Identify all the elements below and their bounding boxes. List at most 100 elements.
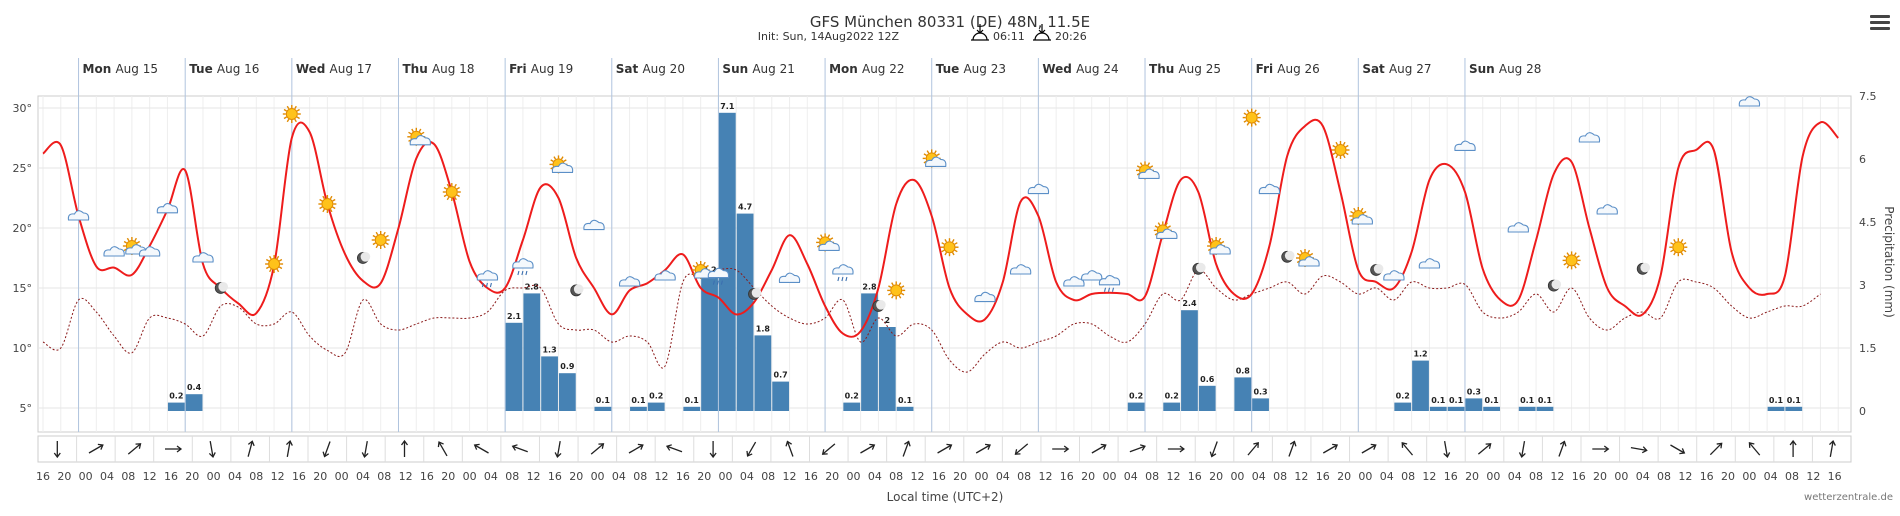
sun-ray bbox=[1576, 262, 1580, 266]
wind-head bbox=[361, 452, 369, 458]
hour-tick-label: 00 bbox=[1102, 470, 1116, 483]
wind-head bbox=[1014, 449, 1021, 455]
rain-drop bbox=[720, 280, 723, 285]
sun-ray bbox=[1345, 152, 1349, 156]
wind-shaft bbox=[323, 441, 331, 457]
wind-arrow-icon bbox=[1518, 441, 1526, 458]
hour-tick-label: 12 bbox=[1294, 470, 1308, 483]
cloud-shape bbox=[103, 246, 125, 257]
sun-ray bbox=[819, 234, 823, 238]
moon-icon bbox=[1547, 279, 1562, 292]
precip-bar bbox=[1429, 406, 1447, 411]
wind-arrow-icon bbox=[937, 443, 953, 454]
wind-arrow-icon bbox=[88, 443, 104, 454]
wind-arrow-icon bbox=[1322, 443, 1339, 454]
sun-icon bbox=[371, 231, 390, 249]
sun-ray bbox=[1254, 109, 1257, 113]
hour-tick-label: 20 bbox=[1337, 470, 1351, 483]
wind-shaft bbox=[1521, 441, 1526, 457]
hour-tick-label: 08 bbox=[1785, 470, 1799, 483]
precip-bar bbox=[1198, 385, 1216, 411]
wind-head bbox=[437, 441, 444, 448]
sun-ray bbox=[1670, 242, 1674, 245]
cloud-rain-icon bbox=[832, 264, 854, 282]
sun-ray bbox=[126, 237, 130, 242]
wind-shaft bbox=[88, 444, 104, 454]
wind-arrow-icon bbox=[1789, 439, 1797, 457]
sun-ray bbox=[322, 208, 326, 213]
sun-ray bbox=[1345, 144, 1349, 148]
sun-ray bbox=[443, 186, 447, 190]
wind-arrow-icon bbox=[746, 441, 757, 457]
menu-button[interactable] bbox=[1868, 12, 1892, 34]
sun-disc bbox=[1565, 254, 1578, 267]
sun-ray bbox=[1353, 207, 1356, 212]
sun-ray bbox=[1218, 237, 1222, 242]
sun-ray bbox=[829, 237, 834, 241]
wind-shaft bbox=[975, 444, 991, 454]
y-left-tick-label: 5° bbox=[20, 402, 33, 415]
cloud-shape bbox=[778, 272, 801, 283]
wind-row bbox=[37, 435, 1852, 463]
precip-bar bbox=[1127, 402, 1145, 411]
cloud-icon bbox=[974, 291, 996, 303]
wind-shaft bbox=[1670, 444, 1685, 454]
sun-ray bbox=[332, 198, 336, 202]
cloud-icon bbox=[1063, 276, 1085, 287]
moon-shadow bbox=[1373, 264, 1384, 274]
sun-ray bbox=[322, 195, 326, 200]
sun-ray bbox=[385, 242, 389, 246]
wind-arrow-icon bbox=[709, 441, 717, 459]
sun-ray bbox=[1566, 252, 1570, 256]
wind-shaft bbox=[1630, 446, 1647, 452]
moon-shadow bbox=[876, 300, 886, 310]
chart-init: Init: Sun, 14Aug2022 12Z bbox=[758, 30, 900, 43]
cloud-shape bbox=[1009, 264, 1032, 275]
precip-value-label: 1.3 bbox=[542, 345, 556, 354]
rain-drop bbox=[716, 280, 719, 285]
wind-shaft bbox=[286, 441, 291, 457]
day-label: Mon Aug 15 bbox=[83, 62, 158, 76]
precip-bar bbox=[1465, 398, 1483, 411]
wind-head bbox=[554, 452, 562, 458]
sun-icon bbox=[282, 105, 301, 123]
precip-bar bbox=[1767, 406, 1785, 411]
wind-arrow-icon bbox=[1014, 443, 1029, 455]
hour-tick-label: 08 bbox=[505, 470, 519, 483]
precip-bar bbox=[1234, 377, 1252, 411]
hour-tick-label: 20 bbox=[185, 470, 199, 483]
cloud-shape bbox=[476, 270, 499, 281]
wind-head bbox=[1139, 444, 1146, 451]
hour-tick-label: 20 bbox=[1593, 470, 1607, 483]
cloud-icon bbox=[778, 272, 801, 283]
wind-arrow-icon bbox=[1247, 442, 1259, 456]
wind-shaft bbox=[1829, 441, 1834, 457]
sun-ray bbox=[553, 156, 557, 160]
precip-value-label: 2.8 bbox=[862, 282, 877, 291]
hour-tick-label: 12 bbox=[1550, 470, 1564, 483]
sun-ray bbox=[1683, 249, 1687, 253]
hour-tick-label: 00 bbox=[974, 470, 988, 483]
wind-arrow-icon bbox=[473, 443, 489, 454]
sun-ray bbox=[319, 198, 323, 202]
wind-shaft bbox=[1477, 443, 1492, 455]
sun-ray bbox=[1309, 252, 1314, 256]
hour-tick-label: 20 bbox=[953, 470, 967, 483]
wind-head bbox=[1179, 445, 1185, 453]
sun-cloud-icon bbox=[549, 155, 574, 174]
sun-cloud-icon bbox=[1207, 237, 1231, 255]
hour-tick-label: 16 bbox=[1572, 470, 1586, 483]
sun-ray bbox=[1296, 252, 1301, 256]
sun-ray bbox=[944, 252, 948, 256]
hour-tick-label: 08 bbox=[1017, 470, 1031, 483]
wind-shaft bbox=[512, 445, 528, 453]
sun-icon bbox=[1562, 251, 1581, 270]
sun-icon bbox=[940, 238, 959, 257]
precip-value-label: 0.2 bbox=[169, 392, 183, 401]
sun-ray bbox=[454, 196, 457, 201]
sun-ray bbox=[936, 153, 940, 157]
hour-tick-label: 16 bbox=[1444, 470, 1458, 483]
hour-tick-label: 12 bbox=[1038, 470, 1052, 483]
sun-ray bbox=[375, 244, 379, 249]
y-left-tick-label: 30° bbox=[13, 102, 33, 115]
